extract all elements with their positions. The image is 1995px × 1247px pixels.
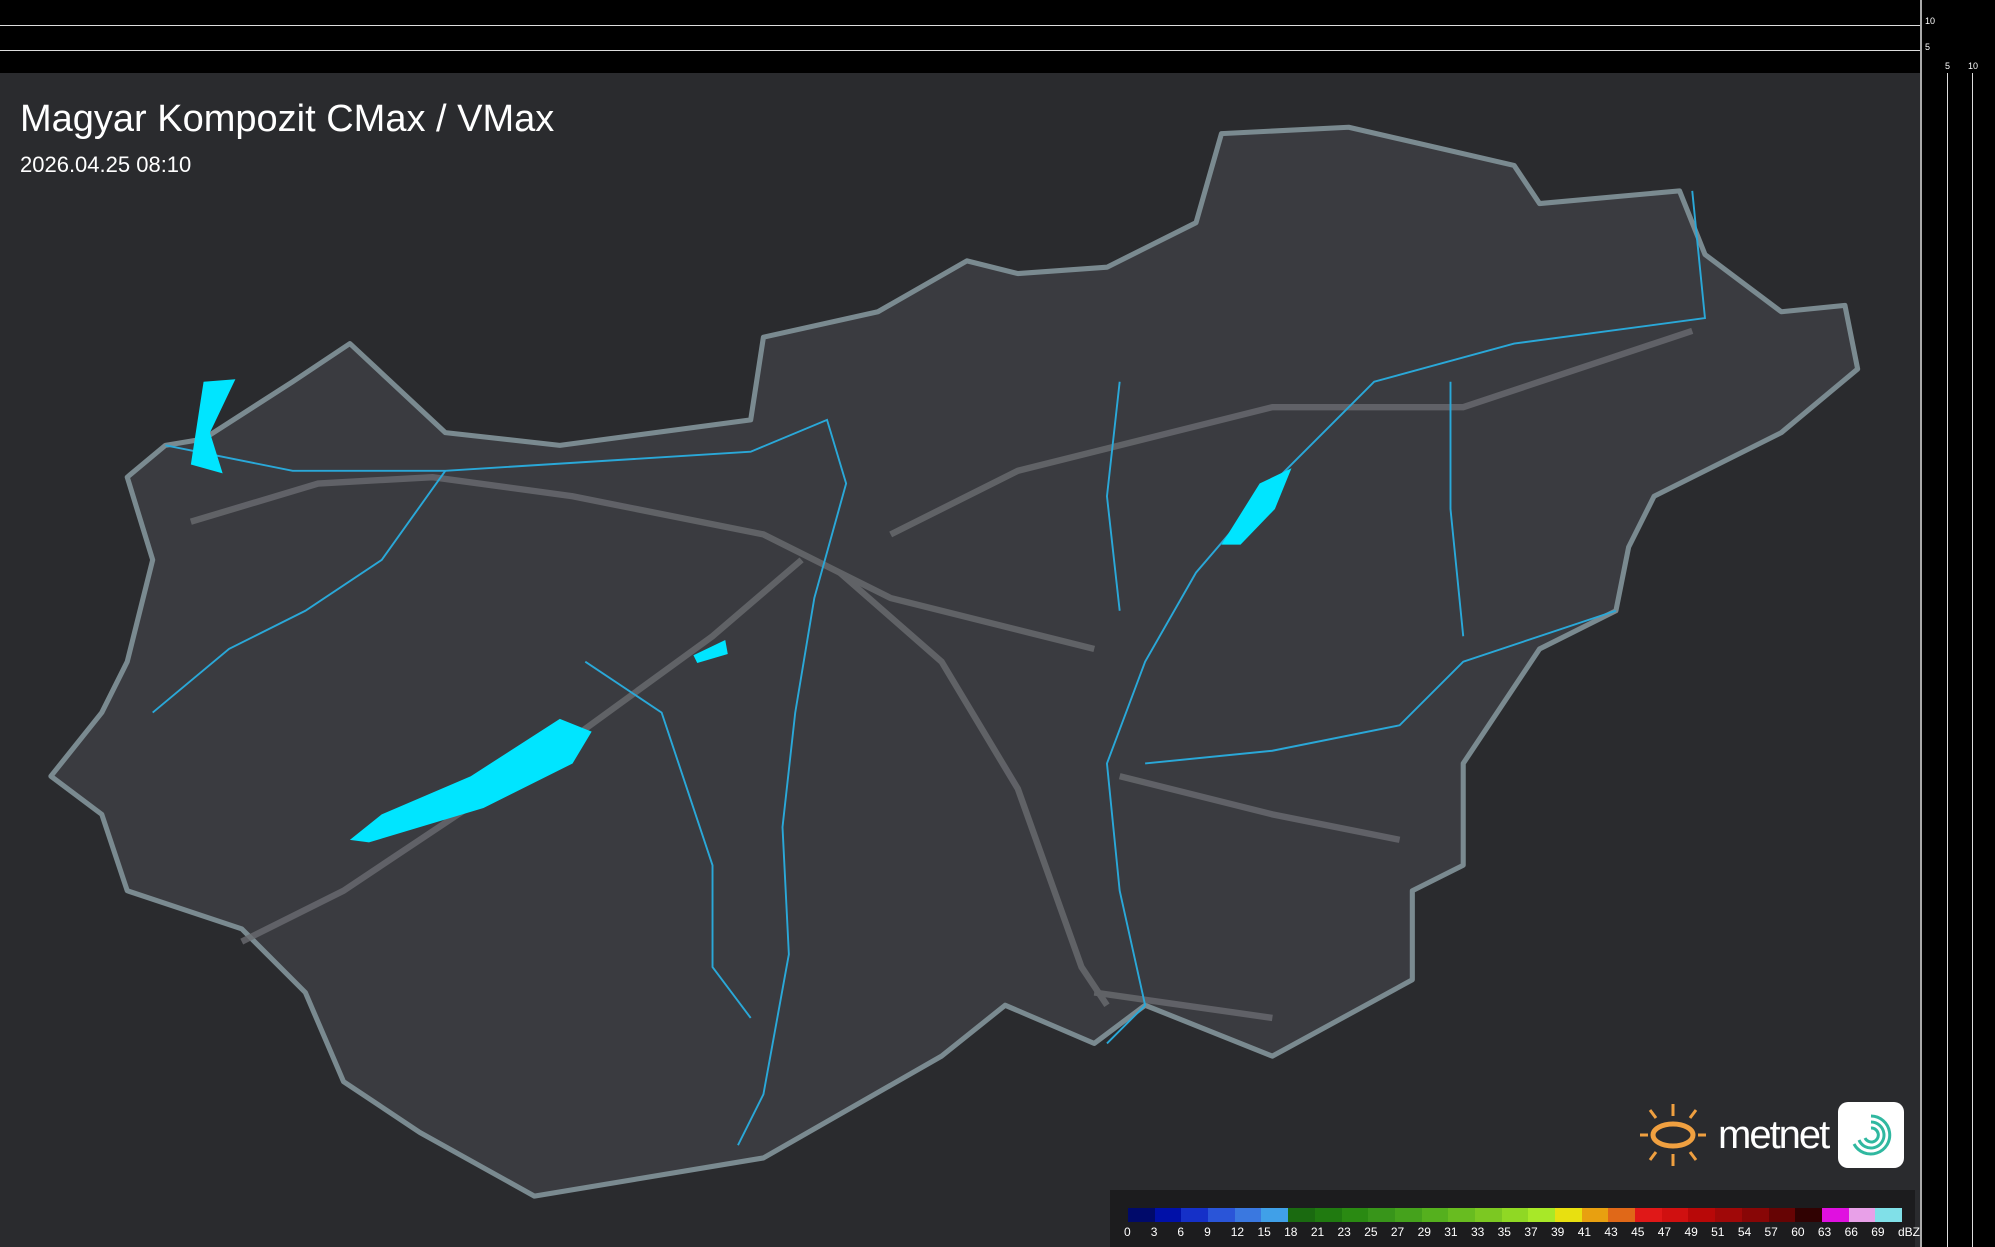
legend-swatch xyxy=(1474,1208,1502,1222)
tick-label: 5 xyxy=(1945,61,1951,71)
legend-label: 47 xyxy=(1657,1225,1672,1239)
legend-swatch xyxy=(1501,1208,1529,1222)
legend-label: 57 xyxy=(1764,1225,1778,1239)
legend-label: 41 xyxy=(1577,1225,1592,1239)
legend-label: 60 xyxy=(1791,1225,1805,1239)
legend-swatch xyxy=(1555,1208,1582,1222)
legend-label: 27 xyxy=(1390,1225,1405,1239)
gridline-v10 xyxy=(1972,73,1973,1247)
legend-swatch xyxy=(1875,1208,1902,1222)
legend-swatch xyxy=(1128,1208,1155,1222)
sun-icon xyxy=(1640,1104,1706,1166)
map-title: Magyar Kompozit CMax / VMax xyxy=(20,98,555,140)
legend-label: 69 xyxy=(1871,1225,1885,1239)
legend-swatch xyxy=(1635,1208,1662,1222)
hungary-country xyxy=(48,124,1861,1199)
legend-swatch xyxy=(1661,1208,1689,1222)
legend-label: 35 xyxy=(1497,1225,1511,1239)
legend-swatch xyxy=(1261,1208,1289,1222)
legend-swatch xyxy=(1234,1208,1262,1222)
river-danube xyxy=(165,418,848,1146)
gridline-10 xyxy=(0,25,1920,26)
color-legend: 0 3 6 9 12 15 18 21 23 25 27 29 31 33 35 37 39 41 43 45 47 49… xyxy=(1110,1190,1920,1247)
tick-label: 10 xyxy=(1968,61,1979,71)
metnet-swirl-icon xyxy=(1838,1102,1905,1168)
legend-swatch xyxy=(1314,1208,1342,1222)
legend-swatch xyxy=(1154,1208,1182,1222)
gridline-v5 xyxy=(1947,73,1948,1247)
legend-label: 37 xyxy=(1524,1225,1538,1239)
legend-swatch xyxy=(1181,1208,1209,1222)
legend-label: 6 xyxy=(1177,1225,1185,1239)
legend-swatch xyxy=(1394,1208,1422,1222)
legend-labels: 0 3 6 9 12 15 18 21 23 25 27 29 31 33 35 37 39 41 43 45 47 49… xyxy=(1124,1225,1925,1239)
legend-swatch xyxy=(1581,1208,1609,1222)
legend-swatch xyxy=(1741,1208,1769,1222)
legend-swatch xyxy=(1208,1208,1235,1222)
legend-label: 29 xyxy=(1417,1225,1431,1239)
legend-label: 21 xyxy=(1310,1225,1325,1239)
legend-swatch xyxy=(1288,1208,1315,1222)
right-axis-strip: 10 5 5 10 xyxy=(1920,0,1995,1247)
legend-swatch xyxy=(1821,1208,1849,1222)
legend-swatch xyxy=(1421,1208,1449,1222)
legend-label: 31 xyxy=(1444,1225,1458,1239)
legend-label: 45 xyxy=(1631,1225,1645,1239)
gridline-5 xyxy=(0,50,1920,51)
legend-swatch xyxy=(1341,1208,1369,1222)
legend-label: 51 xyxy=(1711,1225,1725,1239)
legend-label: 3 xyxy=(1150,1225,1158,1239)
legend-label: 54 xyxy=(1737,1225,1752,1239)
legend-swatch xyxy=(1715,1208,1742,1222)
legend-label: 12 xyxy=(1230,1225,1245,1239)
lake-tisza xyxy=(1221,468,1292,545)
tick-label: 5 xyxy=(1925,42,1931,52)
lake-ferto xyxy=(190,379,236,474)
legend-label: 0 xyxy=(1124,1225,1131,1239)
legend-swatch xyxy=(1795,1208,1822,1222)
legend-label: 43 xyxy=(1604,1225,1618,1239)
top-axis-strip xyxy=(0,0,1920,73)
legend-swatch xyxy=(1608,1208,1636,1222)
legend-swatch xyxy=(1528,1208,1555,1222)
legend-label: 15 xyxy=(1257,1225,1271,1239)
legend-label: 23 xyxy=(1337,1225,1351,1239)
legend-label: 25 xyxy=(1364,1225,1378,1239)
legend-swatch xyxy=(1768,1208,1796,1222)
lakes xyxy=(190,379,1292,843)
legend-label: 66 xyxy=(1844,1225,1858,1239)
legend-swatch xyxy=(1688,1208,1716,1222)
legend-label: 49 xyxy=(1684,1225,1698,1239)
tick-label: 10 xyxy=(1925,16,1936,26)
legend-swatch xyxy=(1448,1208,1475,1222)
legend-label: 63 xyxy=(1817,1225,1832,1239)
radar-map[interactable] xyxy=(0,73,1920,1247)
legend-label: 33 xyxy=(1470,1225,1485,1239)
lake-velence xyxy=(693,640,728,663)
legend-swatch xyxy=(1848,1208,1876,1222)
legend-label: 39 xyxy=(1551,1225,1565,1239)
lake-balaton xyxy=(349,718,592,843)
legend-unit: dBZ xyxy=(1897,1225,1920,1239)
metnet-logo: metnet xyxy=(1638,1100,1905,1170)
legend-label: 9 xyxy=(1204,1225,1211,1239)
map-svg xyxy=(48,124,1861,1199)
legend-swatch xyxy=(1368,1208,1395,1222)
legend-label: 18 xyxy=(1284,1225,1298,1239)
legend-swatches xyxy=(1128,1208,1902,1222)
map-timestamp: 2026.04.25 08:10 xyxy=(20,152,192,177)
brand-name: metnet xyxy=(1718,1112,1830,1157)
